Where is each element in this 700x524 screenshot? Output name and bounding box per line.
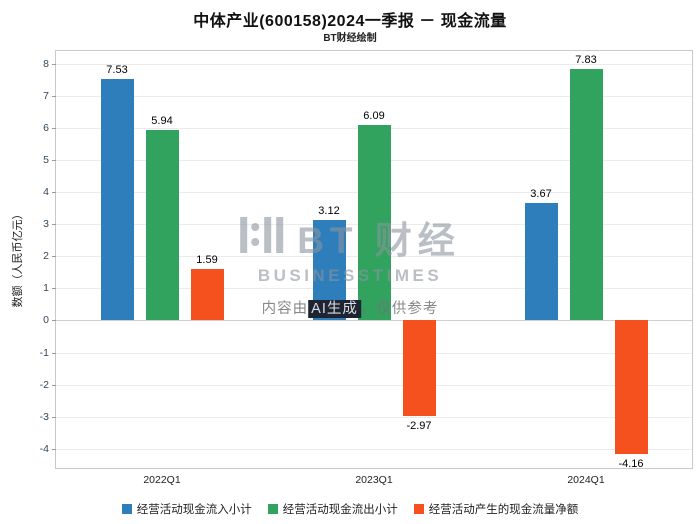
gridline-y-3 [56,416,692,418]
bar-2023Q1-series1 [312,220,346,321]
y-tick-mark-4 [52,192,56,194]
y-tick-mark-0 [52,320,56,322]
page-title: 中体产业(600158)2024一季报 － 现金流量 [193,13,507,30]
value-label-2022Q1-series3: 1.59 [196,254,218,267]
legend-marker-icon [267,504,278,514]
gridline-y-2 [56,384,692,386]
bar-2022Q1-series3 [190,269,224,321]
y-tick-label-0: 0 [43,314,49,327]
legend-marker-icon [121,504,132,514]
gridline-y7 [56,95,692,97]
y-tick-mark-7 [52,95,56,97]
value-label-2024Q1-series2: 7.83 [575,54,597,67]
y-tick-label-2: 2 [43,250,49,263]
y-tick-mark-3 [52,224,56,226]
x-tick-label-2024Q1: 2024Q1 [567,474,605,486]
y-tick-label-8: 8 [43,57,49,70]
value-label-2023Q1-series3: -2.97 [406,419,432,432]
legend-item-3: 经营活动产生的现金流量净额 [413,501,579,517]
bar-2023Q1-series3 [402,320,436,416]
value-label-2024Q1-series1: 3.67 [530,187,552,200]
y-tick-mark-1 [52,288,56,290]
y-axis-title: 数额（人民币亿元） [12,208,24,308]
plot-area: -4 -3 -2 -1 0 1 2 3 4 5 6 7 8 2022Q1 7.53 5.94 1.59 2023Q… [40,50,693,486]
gridline-y-4 [56,448,692,450]
chart-subtitle: BT财经绘制 [323,33,377,44]
y-tick-label-5: 5 [43,154,49,167]
x-tick-label-2023Q1: 2023Q1 [355,474,393,486]
y-tick-label--2: -2 [39,378,49,391]
y-tick-label--1: -1 [39,346,49,359]
bar-2024Q1-series1 [524,202,558,321]
value-label-2022Q1-series2: 5.94 [151,114,173,127]
y-tick-mark-2 [52,256,56,258]
gridline-y8 [56,63,692,65]
y-tick-label-4: 4 [43,186,49,199]
value-label-2023Q1-series1: 3.12 [318,205,340,218]
legend-label: 经营活动产生的现金流量净额 [428,504,579,516]
y-tick-label-3: 3 [43,218,49,231]
legend-marker-icon [413,504,424,514]
y-tick-label-7: 7 [43,89,49,102]
bar-2024Q1-series2 [569,69,603,321]
value-label-2022Q1-series1: 7.53 [106,63,128,76]
y-tick-mark-5 [52,160,56,162]
bar-2022Q1-series2 [145,129,179,321]
y-tick-mark--1 [52,352,56,354]
y-tick-mark--4 [52,448,56,450]
bar-2024Q1-series3 [614,320,648,454]
y-tick-label-6: 6 [43,121,49,134]
y-tick-mark-6 [52,127,56,129]
bar-2022Q1-series1 [100,78,134,321]
value-label-2024Q1-series3: -4.16 [618,457,644,470]
gridline-y0 [56,320,692,322]
y-tick-mark-8 [52,63,56,65]
y-tick-mark--3 [52,416,56,418]
legend-label: 经营活动现金流出小计 [282,504,398,516]
y-tick-label--4: -4 [39,442,49,455]
gridline-y-1 [56,352,692,354]
value-label-2023Q1-series2: 6.09 [363,110,385,123]
bar-2023Q1-series2 [357,125,391,321]
legend-label: 经营活动现金流入小计 [136,504,252,516]
y-tick-label-1: 1 [43,282,49,295]
y-tick-mark--2 [52,384,56,386]
x-tick-label-2022Q1: 2022Q1 [143,474,181,486]
y-tick-label--3: -3 [39,410,49,423]
legend: 经营活动现金流入小计 经营活动现金流出小计 经营活动产生的现金流量净额 [0,501,700,517]
legend-item-1: 经营活动现金流入小计 [121,501,252,517]
legend-item-2: 经营活动现金流出小计 [267,501,398,517]
